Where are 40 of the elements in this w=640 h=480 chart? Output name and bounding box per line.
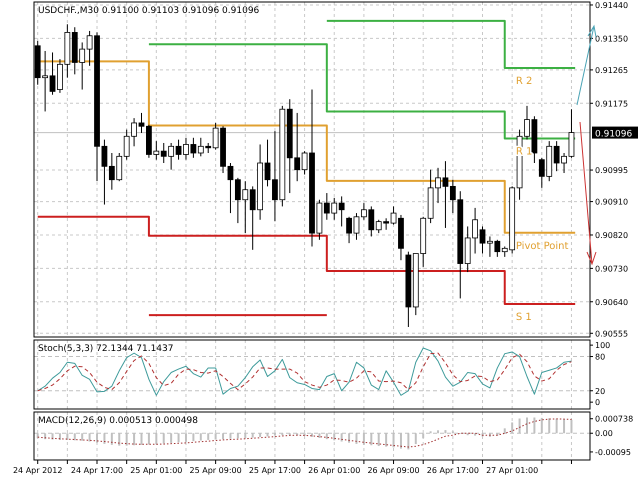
candlestick	[502, 246, 508, 258]
x-tick-label: 27 Apr 01:00	[486, 466, 538, 475]
x-tick-label: 25 Apr 09:00	[190, 466, 242, 475]
chart-title: MACD(12,26,9) 0.000513 0.000498	[38, 416, 198, 426]
x-tick-label: 25 Apr 01:00	[130, 466, 182, 475]
y-tick-label: 80	[595, 352, 606, 362]
x-tick-label: 25 Apr 17:00	[248, 466, 302, 475]
text: Stoch(5,3,3) 72.1344 71.1437	[38, 344, 174, 354]
y-tick-label: 0.00	[595, 429, 613, 438]
x-tick-label: 26 Apr 09:00	[367, 466, 420, 475]
line-series	[37, 352, 572, 392]
line-series	[37, 418, 572, 448]
y-tick-label: 0.91440	[595, 0, 628, 10]
y-tick-label: 0.90995	[595, 166, 628, 176]
y-tick-label: 0.90640	[595, 298, 628, 307]
ref-line-label: 0.91096	[595, 130, 632, 140]
y-tick-label: 0	[595, 398, 600, 408]
y-tick-label: 0.90730	[595, 264, 628, 274]
y-tick-label: 20	[595, 386, 606, 396]
x-tick-label: 26 Apr 17:00	[426, 466, 479, 475]
candlestick	[331, 197, 338, 220]
annotation: Pivot Point	[516, 240, 568, 252]
annotation: R 2	[516, 76, 532, 88]
y-tick-label: 0.000738	[595, 414, 634, 424]
y-tick-label: -0.00095	[595, 448, 631, 457]
y-tick-label: 0.90555	[595, 329, 628, 338]
x-tick-label: 26 Apr 01:00	[308, 466, 360, 475]
chart-title: USDCHF.,M30 0.91100 0.91103 0.91096 0.91096	[38, 6, 260, 16]
y-tick-label: 0.90820	[595, 230, 628, 240]
y-tick-label: 0.90910	[595, 198, 628, 207]
y-tick-label: 100	[595, 341, 610, 350]
annotation: S 1	[516, 312, 532, 323]
y-tick-label: 0.91265	[595, 66, 628, 75]
x-tick-label: 24 Apr 2012	[12, 466, 62, 475]
y-tick-label: 0.91350	[595, 34, 628, 44]
candlestick	[538, 157, 545, 188]
x-tick-label: 24 Apr 17:00	[70, 466, 124, 475]
y-tick-label: 0.91175	[595, 99, 628, 108]
candlestick	[116, 152, 122, 182]
candlestick	[338, 196, 345, 227]
